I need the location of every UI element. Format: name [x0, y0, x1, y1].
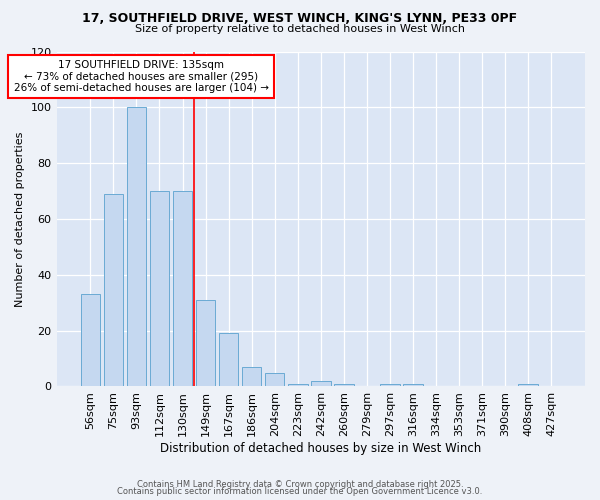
Bar — [196, 300, 215, 386]
Bar — [173, 191, 193, 386]
Text: Contains HM Land Registry data © Crown copyright and database right 2025.: Contains HM Land Registry data © Crown c… — [137, 480, 463, 489]
Text: Contains public sector information licensed under the Open Government Licence v3: Contains public sector information licen… — [118, 487, 482, 496]
Bar — [265, 372, 284, 386]
Text: 17, SOUTHFIELD DRIVE, WEST WINCH, KING'S LYNN, PE33 0PF: 17, SOUTHFIELD DRIVE, WEST WINCH, KING'S… — [82, 12, 518, 26]
Bar — [311, 381, 331, 386]
Bar — [80, 294, 100, 386]
Bar — [334, 384, 353, 386]
Bar — [288, 384, 308, 386]
Bar — [104, 194, 123, 386]
Text: 17 SOUTHFIELD DRIVE: 135sqm
← 73% of detached houses are smaller (295)
26% of se: 17 SOUTHFIELD DRIVE: 135sqm ← 73% of det… — [14, 60, 269, 93]
Bar — [149, 191, 169, 386]
Bar — [518, 384, 538, 386]
Bar — [403, 384, 423, 386]
Bar — [127, 108, 146, 386]
Bar — [219, 334, 238, 386]
Text: Size of property relative to detached houses in West Winch: Size of property relative to detached ho… — [135, 24, 465, 34]
Y-axis label: Number of detached properties: Number of detached properties — [15, 132, 25, 306]
X-axis label: Distribution of detached houses by size in West Winch: Distribution of detached houses by size … — [160, 442, 481, 455]
Bar — [242, 367, 262, 386]
Bar — [380, 384, 400, 386]
